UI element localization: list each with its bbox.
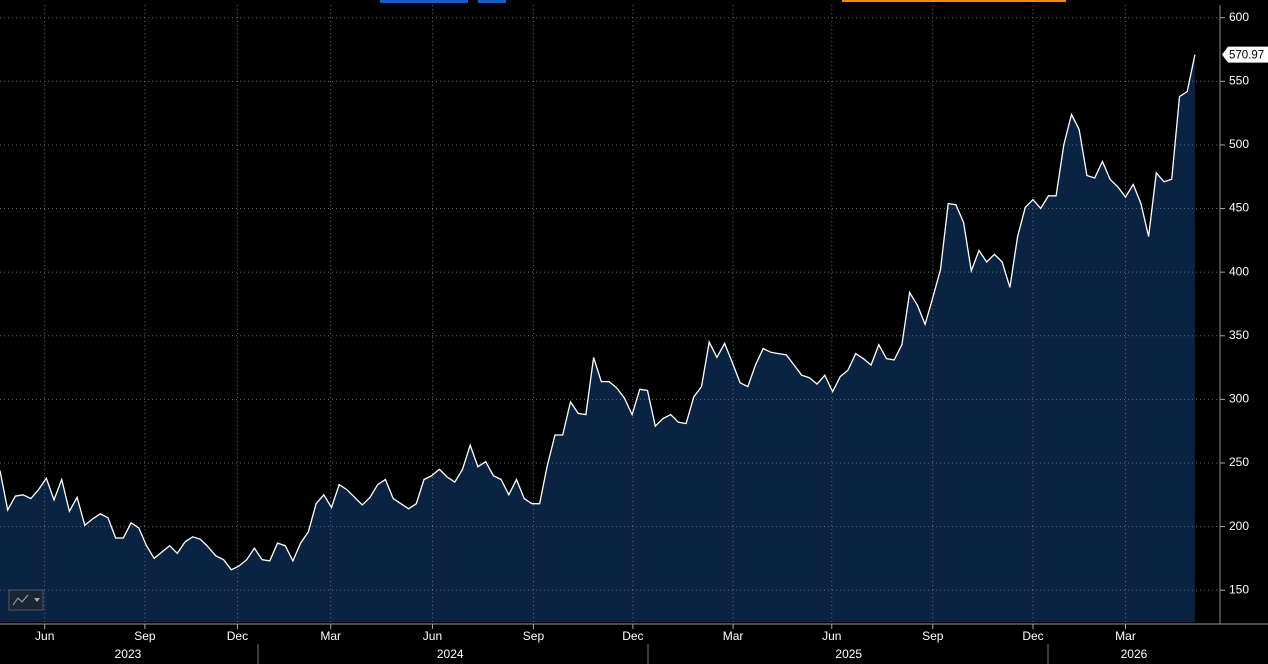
x-tick-label: Jun	[822, 629, 841, 643]
x-tick-label: Mar	[320, 629, 341, 643]
y-tick-label: 550	[1229, 74, 1249, 88]
y-tick-label: 300	[1229, 392, 1249, 406]
top-tab	[478, 0, 506, 3]
last-value-box	[1222, 46, 1268, 63]
year-label: 2024	[437, 647, 464, 661]
y-tick-label: 600	[1229, 10, 1249, 24]
x-tick-label: Sep	[134, 629, 156, 643]
chart-type-button[interactable]	[8, 589, 44, 611]
x-tick-label: Dec	[1022, 629, 1043, 643]
x-tick-label: Jun	[423, 629, 442, 643]
last-value-label: 570.97	[1229, 50, 1264, 62]
button-icon	[12, 594, 29, 606]
x-tick-label: Jun	[35, 629, 54, 643]
year-label: 2023	[115, 647, 142, 661]
y-tick-label: 250	[1229, 455, 1249, 469]
y-tick-label: 200	[1229, 519, 1249, 533]
line	[0, 54, 1196, 571]
x-axis-band	[0, 626, 1268, 664]
button-frame[interactable]	[8, 589, 44, 611]
x-tick-label: Mar	[723, 629, 744, 643]
top-tab	[842, 0, 1066, 2]
year-label: 2025	[835, 647, 862, 661]
top-tab	[380, 0, 468, 3]
x-tick-label: Dec	[227, 629, 248, 643]
x-tick-label: Mar	[1115, 629, 1136, 643]
y-tick-label: 500	[1229, 137, 1249, 151]
area	[0, 54, 1195, 622]
y-tick-label: 150	[1229, 582, 1249, 596]
y-tick-label: 450	[1229, 201, 1249, 215]
x-tick-label: Sep	[922, 629, 944, 643]
year-label: 2026	[1121, 647, 1148, 661]
x-tick-label: Dec	[622, 629, 643, 643]
button-arrow	[34, 598, 40, 602]
y-tick-label: 400	[1229, 264, 1249, 278]
x-tick-label: Sep	[523, 629, 545, 643]
y-tick-label: 350	[1229, 328, 1249, 342]
plot-area	[0, 5, 1218, 622]
